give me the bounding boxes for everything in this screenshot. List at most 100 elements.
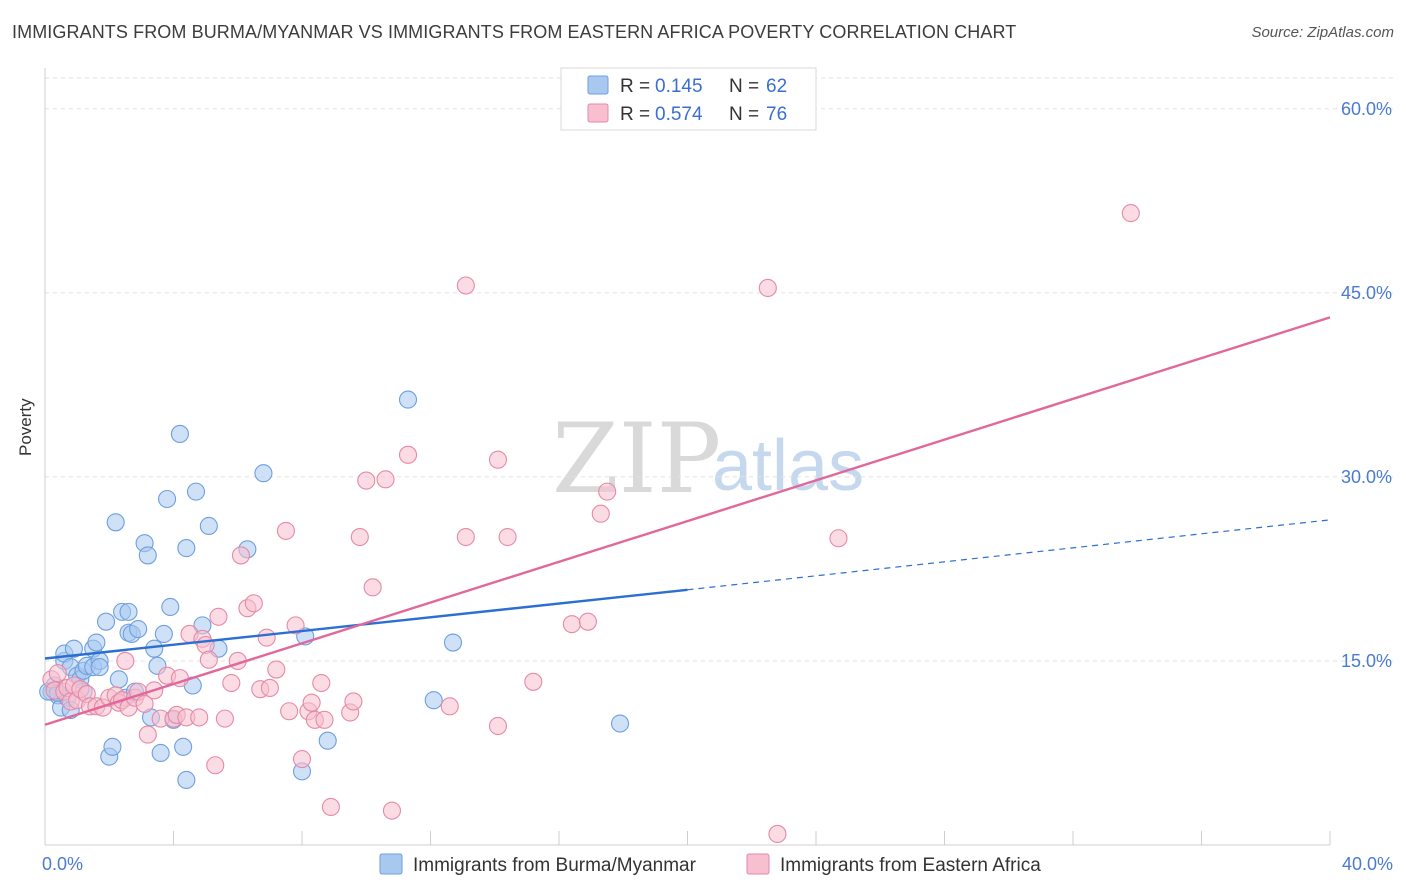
point-eastern-africa: [321, 797, 340, 817]
point-burma: [443, 633, 463, 652]
point-burma: [103, 737, 122, 756]
point-burma: [177, 770, 196, 790]
point-eastern-africa: [280, 702, 299, 721]
point-eastern-africa: [116, 651, 135, 671]
point-burma: [109, 670, 128, 689]
x-tick-labels: 0.0% 40.0%: [42, 854, 1393, 874]
legend-n-label: N =: [729, 76, 759, 97]
chart-title: IMMIGRANTS FROM BURMA/MYANMAR VS IMMIGRA…: [12, 22, 1017, 42]
point-eastern-africa: [829, 529, 848, 548]
y-tick-label: 60.0%: [1341, 99, 1392, 119]
point-eastern-africa: [215, 709, 234, 728]
y-tick-label: 30.0%: [1341, 467, 1392, 487]
point-eastern-africa: [578, 612, 597, 631]
point-eastern-africa: [562, 615, 581, 634]
point-burma: [174, 737, 193, 756]
axes: [44, 68, 1331, 846]
point-eastern-africa: [456, 527, 475, 547]
point-eastern-africa: [440, 697, 459, 716]
point-eastern-africa: [209, 607, 228, 626]
legend-n-label: N =: [729, 104, 759, 125]
point-eastern-africa: [292, 750, 312, 769]
point-burma: [96, 612, 116, 631]
point-burma: [138, 546, 157, 565]
bottom-legend-swatch-eastern-africa: [746, 853, 770, 875]
point-eastern-africa: [598, 482, 617, 501]
legend-r-label: R =: [620, 104, 650, 125]
point-eastern-africa: [315, 710, 334, 729]
point-burma: [161, 597, 180, 617]
bottom-legend-label-eastern-africa: Immigrants from Eastern Africa: [780, 855, 1041, 876]
trend-line-burma-extension: [687, 519, 1331, 591]
point-eastern-africa: [350, 527, 369, 547]
watermark: ZIP atlas: [552, 403, 864, 515]
point-eastern-africa: [206, 756, 225, 775]
legend-r-value-eastern-africa: 0.574: [655, 104, 703, 125]
point-eastern-africa: [244, 594, 263, 613]
point-burma: [106, 513, 125, 532]
point-eastern-africa: [456, 276, 475, 295]
point-eastern-africa: [302, 693, 321, 712]
point-burma: [158, 489, 177, 509]
point-eastern-africa: [199, 650, 218, 669]
legend-n-value-eastern-africa: 76: [766, 104, 787, 125]
legend-n-value-burma: 62: [766, 76, 787, 97]
y-tick-label: 45.0%: [1341, 283, 1392, 303]
point-eastern-africa: [312, 673, 331, 693]
legend-r-value-burma: 0.145: [655, 76, 703, 97]
point-eastern-africa: [1121, 204, 1140, 223]
point-eastern-africa: [488, 450, 508, 469]
point-eastern-africa: [376, 470, 395, 489]
point-burma: [145, 639, 164, 658]
point-eastern-africa: [768, 824, 787, 844]
point-burma: [90, 658, 109, 677]
watermark-zip: ZIP: [552, 403, 721, 515]
point-burma: [119, 602, 138, 621]
data-points: [39, 204, 1140, 844]
point-eastern-africa: [260, 678, 279, 697]
point-burma: [186, 482, 206, 501]
point-eastern-africa: [357, 471, 376, 490]
point-eastern-africa: [196, 635, 215, 655]
point-burma: [424, 691, 443, 710]
point-burma: [87, 633, 106, 652]
point-eastern-africa: [267, 660, 286, 679]
bottom-legend-swatch-burma: [379, 853, 403, 875]
point-burma: [318, 731, 337, 750]
trend-lines: [44, 316, 1331, 726]
point-eastern-africa: [48, 664, 67, 683]
point-eastern-africa: [190, 708, 209, 727]
point-eastern-africa: [382, 801, 402, 820]
legend-swatch-burma: [587, 75, 609, 95]
point-eastern-africa: [276, 521, 295, 540]
point-burma: [610, 714, 630, 733]
point-burma: [64, 639, 83, 658]
point-eastern-africa: [344, 692, 363, 711]
point-burma: [154, 624, 173, 644]
point-burma: [398, 390, 418, 409]
source-note: Source: ZipAtlas.com: [1251, 24, 1394, 41]
point-eastern-africa: [257, 628, 276, 647]
point-eastern-africa: [758, 278, 777, 297]
point-eastern-africa: [231, 546, 251, 565]
x-tick-label-max: 40.0%: [1342, 854, 1393, 874]
legend-swatch-eastern-africa: [587, 103, 609, 123]
x-tick-label-min: 0.0%: [42, 854, 83, 874]
y-tick-labels: 15.0% 30.0% 45.0% 60.0%: [1341, 99, 1392, 671]
point-eastern-africa: [363, 578, 382, 597]
point-burma: [170, 424, 189, 444]
watermark-atlas: atlas: [712, 426, 864, 506]
point-eastern-africa: [222, 673, 241, 693]
point-burma: [199, 516, 218, 536]
bottom-legend: Immigrants from Burma/Myanmar Immigrants…: [379, 853, 1041, 876]
point-burma: [129, 620, 148, 639]
trend-line-eastern-africa: [44, 316, 1331, 726]
point-eastern-africa: [138, 725, 157, 744]
point-eastern-africa: [286, 616, 305, 635]
point-eastern-africa: [398, 445, 418, 464]
point-eastern-africa: [498, 527, 517, 547]
point-burma: [177, 539, 196, 558]
point-eastern-africa: [591, 504, 610, 523]
bottom-legend-label-burma: Immigrants from Burma/Myanmar: [413, 855, 697, 876]
